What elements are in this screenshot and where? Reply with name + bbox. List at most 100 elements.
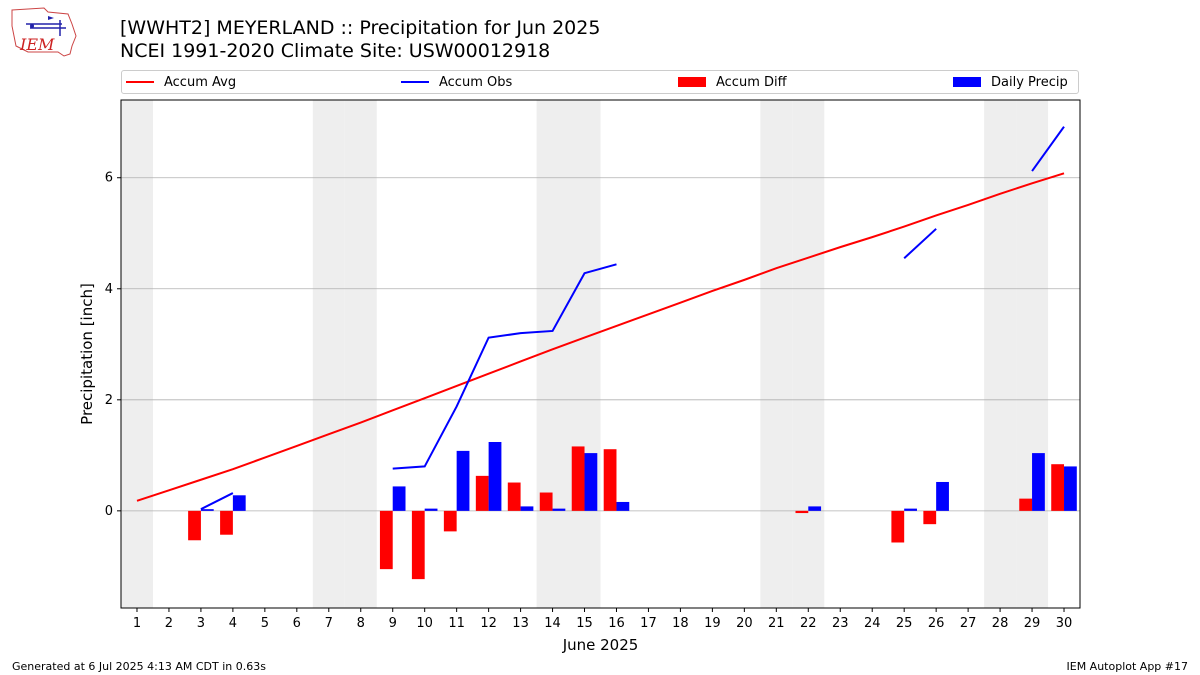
daily-bar-day-14 [552,508,566,511]
daily-bar-day-15 [584,453,598,511]
legend-label-accum-obs: Accum Obs [439,75,513,90]
diff-bar-day-30 [1051,464,1065,511]
plot-frame [120,99,1081,609]
y-tick-label-6: 6 [105,171,113,186]
logo-text: IEM [19,35,55,54]
x-tick-label-19: 19 [704,616,721,631]
daily-bar-day-30 [1064,466,1077,511]
diff-bar-day-9 [379,510,393,570]
accum-obs-line-4 [1031,126,1065,172]
daily-bar-day-16 [616,501,630,511]
y-tick-label-4: 4 [105,282,113,297]
diff-bar-day-14 [539,492,553,511]
x-tick-label-23: 23 [832,616,849,631]
x-tick-label-27: 27 [960,616,977,631]
legend-item-accum-obs: Accum Obs [401,74,512,92]
diff-bar-day-25 [891,510,905,543]
x-tick-label-18: 18 [672,616,689,631]
chart-subtitle: NCEI 1991-2020 Climate Site: USW00012918 [120,40,551,62]
legend-swatch-accum-diff [678,76,706,87]
legend-label-accum-avg: Accum Avg [164,75,237,90]
x-tick-label-11: 11 [448,616,465,631]
x-tick-label-22: 22 [800,616,817,631]
y-tick-label-0: 0 [105,504,113,519]
legend-label-accum-diff: Accum Diff [716,75,787,90]
chart-legend: Accum Avg Accum Obs Accum Diff Daily Pre… [121,70,1079,94]
accum-obs-line-2 [392,263,617,470]
legend-swatch-accum-obs [401,80,429,83]
x-tick-label-2: 2 [165,616,173,631]
x-tick-label-5: 5 [261,616,269,631]
x-tick-label-13: 13 [512,616,529,631]
diff-bar-day-15 [571,446,585,511]
legend-swatch-accum-avg [126,80,154,83]
legend-item-accum-diff: Accum Diff [678,74,787,92]
accum-obs-line-1 [200,492,234,511]
x-tick-label-8: 8 [357,616,365,631]
x-tick-label-24: 24 [864,616,881,631]
x-tick-label-12: 12 [480,616,497,631]
diff-bar-day-22 [795,510,809,514]
weekend-band-7 [312,100,345,608]
daily-bar-day-29 [1032,453,1045,511]
legend-swatch-daily-precip [953,76,981,87]
accum-obs-line-3 [903,228,937,259]
diff-bar-day-16 [603,449,617,511]
diff-bar-day-10 [411,510,425,580]
daily-bar-day-10 [424,508,438,511]
diff-bar-day-26 [923,510,937,525]
daily-bar-day-26 [936,481,949,511]
chart-title: [WWHT2] MEYERLAND :: Precipitation for J… [120,17,601,39]
daily-bar-day-25 [904,508,917,511]
x-tick-label-28: 28 [992,616,1009,631]
diff-bar-day-29 [1019,498,1033,511]
daily-bar-day-11 [456,450,470,511]
x-tick-label-10: 10 [416,616,433,631]
diff-bar-day-12 [475,475,489,511]
diff-bar-day-13 [507,482,521,511]
footer-generated: Generated at 6 Jul 2025 4:13 AM CDT in 0… [12,660,266,673]
x-tick-label-7: 7 [325,616,333,631]
daily-bar-day-4 [232,495,246,511]
legend-label-daily-precip: Daily Precip [991,75,1068,90]
x-tick-label-26: 26 [928,616,945,631]
footer-app: IEM Autoplot App #17 [1066,660,1189,673]
y-axis-label: Precipitation [inch] [78,283,96,425]
legend-item-daily-precip: Daily Precip [953,74,1068,92]
diff-bar-day-3 [188,510,201,541]
x-tick-label-6: 6 [293,616,301,631]
daily-bar-day-12 [488,441,502,511]
x-tick-label-15: 15 [576,616,593,631]
x-tick-label-25: 25 [896,616,913,631]
x-tick-label-17: 17 [640,616,657,631]
diff-bar-day-11 [443,510,457,532]
weekend-band-28 [984,100,1017,608]
x-tick-label-30: 30 [1056,616,1073,631]
diff-bar-day-4 [220,510,233,535]
weekend-band-21 [760,100,793,608]
weekend-band-8 [344,100,377,608]
daily-bar-day-13 [520,506,534,511]
weekend-band-29 [1016,100,1049,608]
x-tick-label-21: 21 [768,616,785,631]
x-tick-label-20: 20 [736,616,753,631]
x-tick-label-1: 1 [133,616,141,631]
daily-bar-day-22 [808,506,822,511]
daily-bar-day-9 [392,486,406,511]
x-tick-label-3: 3 [197,616,205,631]
x-tick-label-14: 14 [544,616,561,631]
x-tick-label-29: 29 [1024,616,1041,631]
legend-item-accum-avg: Accum Avg [126,74,236,92]
weekend-band-1 [121,100,153,608]
iem-logo: IEM [11,7,77,57]
accum-avg-line [136,172,1065,502]
weekend-band-15 [568,100,601,608]
daily-bar-day-3 [200,509,214,511]
x-axis-label: June 2025 [562,636,639,654]
x-tick-label-9: 9 [389,616,397,631]
y-tick-label-2: 2 [105,393,113,408]
weekend-band-22 [792,100,825,608]
x-tick-label-4: 4 [229,616,237,631]
x-tick-label-16: 16 [608,616,625,631]
